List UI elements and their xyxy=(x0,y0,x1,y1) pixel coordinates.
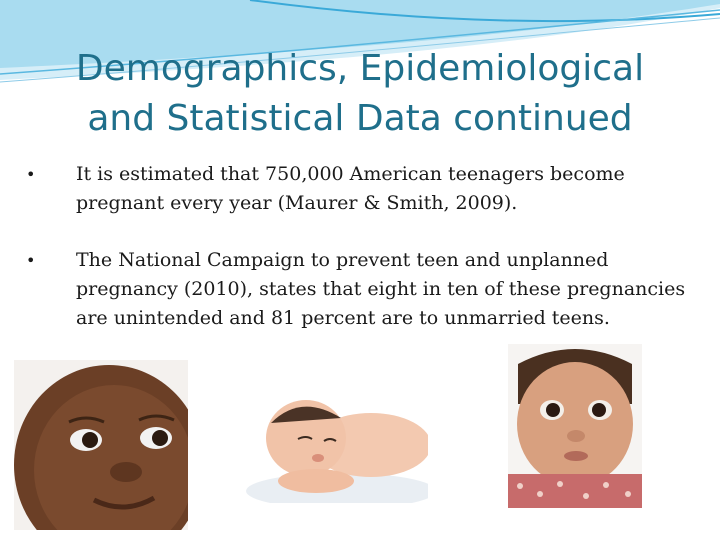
bullet-list: • It is estimated that 750,000 American … xyxy=(22,160,692,333)
bullet-dot: • xyxy=(26,251,36,270)
slide-title: Demographics, Epidemiological and Statis… xyxy=(40,44,680,144)
baby-portrait-icon xyxy=(508,344,642,508)
baby-face-photo xyxy=(14,360,188,530)
newborn-lying-photo xyxy=(246,383,428,503)
newborn-lying-icon xyxy=(246,383,428,503)
bullet-text: The National Campaign to prevent teen an… xyxy=(76,249,686,329)
bullet-item: • It is estimated that 750,000 American … xyxy=(22,160,692,218)
title-line-2: and Statistical Data continued xyxy=(87,98,633,139)
bullet-item: • The National Campaign to prevent teen … xyxy=(22,246,692,333)
bullet-dot: • xyxy=(26,165,36,184)
header-wave-decoration xyxy=(0,0,720,83)
baby-portrait-icon xyxy=(14,360,188,530)
bullet-text: It is estimated that 750,000 American te… xyxy=(76,163,625,214)
title-line-1: Demographics, Epidemiological xyxy=(75,48,645,89)
baby-girl-photo xyxy=(508,344,642,508)
